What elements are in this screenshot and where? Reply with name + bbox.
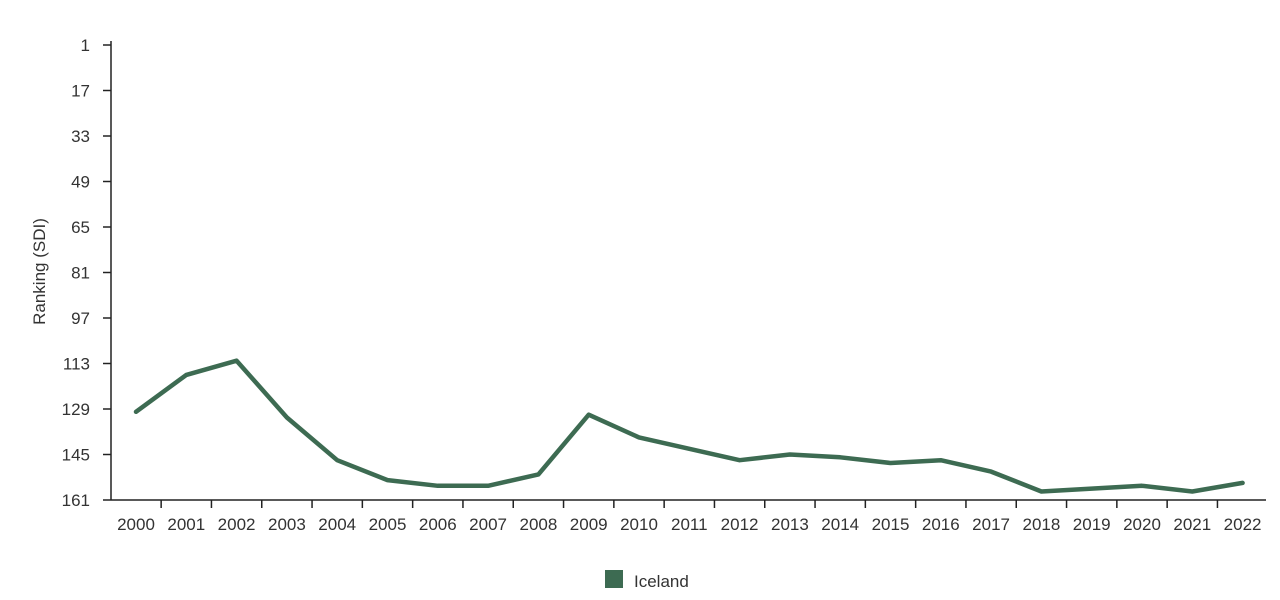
y-tick-label: 161 <box>62 491 90 510</box>
y-axis-title: Ranking (SDI) <box>30 218 49 325</box>
x-tick-label: 2001 <box>167 515 205 534</box>
data-point <box>334 457 340 463</box>
data-point <box>1139 483 1145 489</box>
data-point <box>133 409 139 415</box>
data-point <box>385 477 391 483</box>
y-tick-label: 97 <box>71 309 90 328</box>
x-tick-label: 2000 <box>117 515 155 534</box>
data-point <box>1240 480 1246 486</box>
y-tick-label: 1 <box>81 36 90 55</box>
x-tick-label: 2007 <box>469 515 507 534</box>
y-tick-label: 145 <box>62 446 90 465</box>
data-point <box>636 434 642 440</box>
data-point <box>787 452 793 458</box>
x-tick-label: 2017 <box>972 515 1010 534</box>
data-point <box>485 483 491 489</box>
series-line-iceland <box>133 358 1245 494</box>
y-tick-label: 129 <box>62 400 90 419</box>
x-tick-label: 2020 <box>1123 515 1161 534</box>
y-tick-label: 17 <box>71 82 90 101</box>
data-point <box>234 358 240 364</box>
x-tick-label: 2008 <box>519 515 557 534</box>
y-tick-label: 113 <box>63 355 90 374</box>
data-point <box>1089 486 1095 492</box>
data-point <box>1189 488 1195 494</box>
y-tick-label: 65 <box>71 218 90 237</box>
data-point <box>686 446 692 452</box>
data-point <box>737 457 743 463</box>
data-point <box>284 415 290 421</box>
x-tick-label: 2011 <box>671 515 708 534</box>
series-layer <box>133 358 1246 494</box>
x-tick-label: 2013 <box>771 515 809 534</box>
x-tick-label: 2018 <box>1022 515 1060 534</box>
x-tick-label: 2010 <box>620 515 658 534</box>
x-tick-label: 2006 <box>419 515 457 534</box>
data-point <box>888 460 894 466</box>
x-tick-label: 2004 <box>318 515 356 534</box>
x-tick-label: 2021 <box>1173 515 1211 534</box>
data-point <box>435 483 441 489</box>
y-tick-label: 49 <box>71 173 90 192</box>
data-point <box>586 412 592 418</box>
legend-label: Iceland <box>634 572 689 591</box>
x-tick-label: 2003 <box>268 515 306 534</box>
x-tick-label: 2019 <box>1073 515 1111 534</box>
y-tick-label: 33 <box>71 127 90 146</box>
data-point <box>1038 488 1044 494</box>
data-point <box>988 469 994 475</box>
x-tick-label: 2016 <box>922 515 960 534</box>
data-point <box>183 372 189 378</box>
data-point <box>837 454 843 460</box>
x-tick-label: 2009 <box>570 515 608 534</box>
x-tick-label: 2022 <box>1224 515 1262 534</box>
x-tick-label: 2005 <box>369 515 407 534</box>
data-point <box>938 457 944 463</box>
legend-swatch <box>605 570 623 588</box>
x-tick-label: 2012 <box>721 515 759 534</box>
x-tick-label: 2014 <box>821 515 859 534</box>
data-point <box>535 471 541 477</box>
y-axis: 1 17 33 49 65 81 97 113 129 145 161 <box>62 36 112 510</box>
x-tick-label: 2015 <box>872 515 910 534</box>
legend: Iceland <box>605 570 689 591</box>
x-axis: 2000 2001 2002 2003 2004 2005 2006 2007 2008 2009… <box>111 499 1266 534</box>
y-tick-label: 81 <box>71 264 90 283</box>
x-tick-label: 2002 <box>218 515 256 534</box>
